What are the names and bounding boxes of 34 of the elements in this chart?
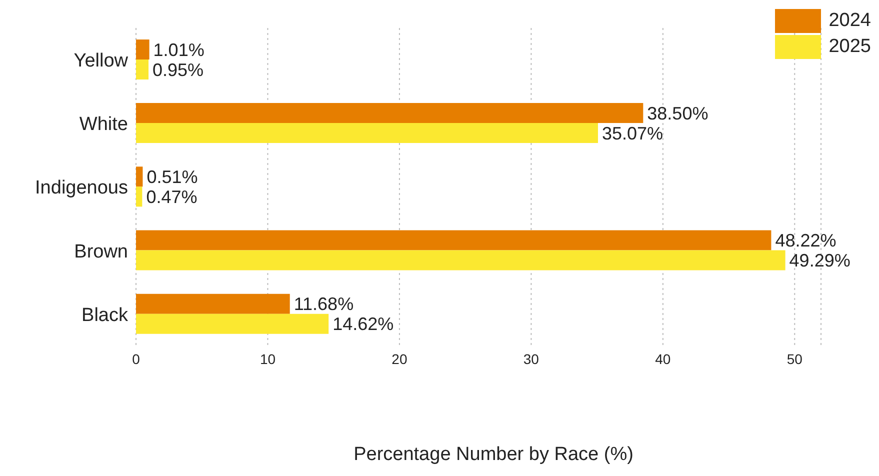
bar	[136, 230, 772, 250]
legend-label: 2024	[828, 10, 871, 32]
x-tick-label: 30	[523, 350, 540, 367]
x-tick-label: 10	[260, 350, 276, 367]
bar	[136, 103, 644, 124]
x-axis-title: Percentage Number by Race (%)	[352, 444, 634, 466]
bar	[136, 186, 142, 207]
bar	[136, 314, 329, 334]
y-tick-label: Yellow	[74, 50, 128, 72]
data-label: 35.07%	[602, 123, 664, 144]
y-tick-label: Indigenous	[35, 178, 128, 199]
bar	[136, 123, 598, 144]
y-tick-label: Black	[82, 304, 128, 326]
data-label: 11.68%	[294, 294, 354, 314]
bar	[136, 166, 143, 187]
x-tick-label: 20	[392, 350, 408, 367]
data-label: 0.51%	[146, 167, 198, 188]
y-tick-label: White	[79, 114, 128, 136]
bar	[136, 294, 290, 314]
bar	[136, 250, 786, 270]
data-label: 1.01%	[153, 40, 204, 60]
data-label: 14.62%	[332, 314, 394, 334]
y-tick-label: Brown	[74, 241, 128, 262]
legend-label: 2025	[828, 36, 871, 58]
bar	[136, 59, 149, 80]
x-tick-label: 40	[655, 350, 671, 367]
x-tick-label: 50	[786, 350, 803, 367]
x-tick-label: 0	[132, 350, 140, 367]
data-label: 0.95%	[152, 60, 204, 80]
data-label: 38.50%	[647, 103, 708, 124]
bar	[136, 39, 150, 60]
data-label: 48.22%	[775, 230, 836, 251]
data-label: 49.29%	[789, 250, 850, 271]
data-label: 0.47%	[146, 187, 198, 208]
